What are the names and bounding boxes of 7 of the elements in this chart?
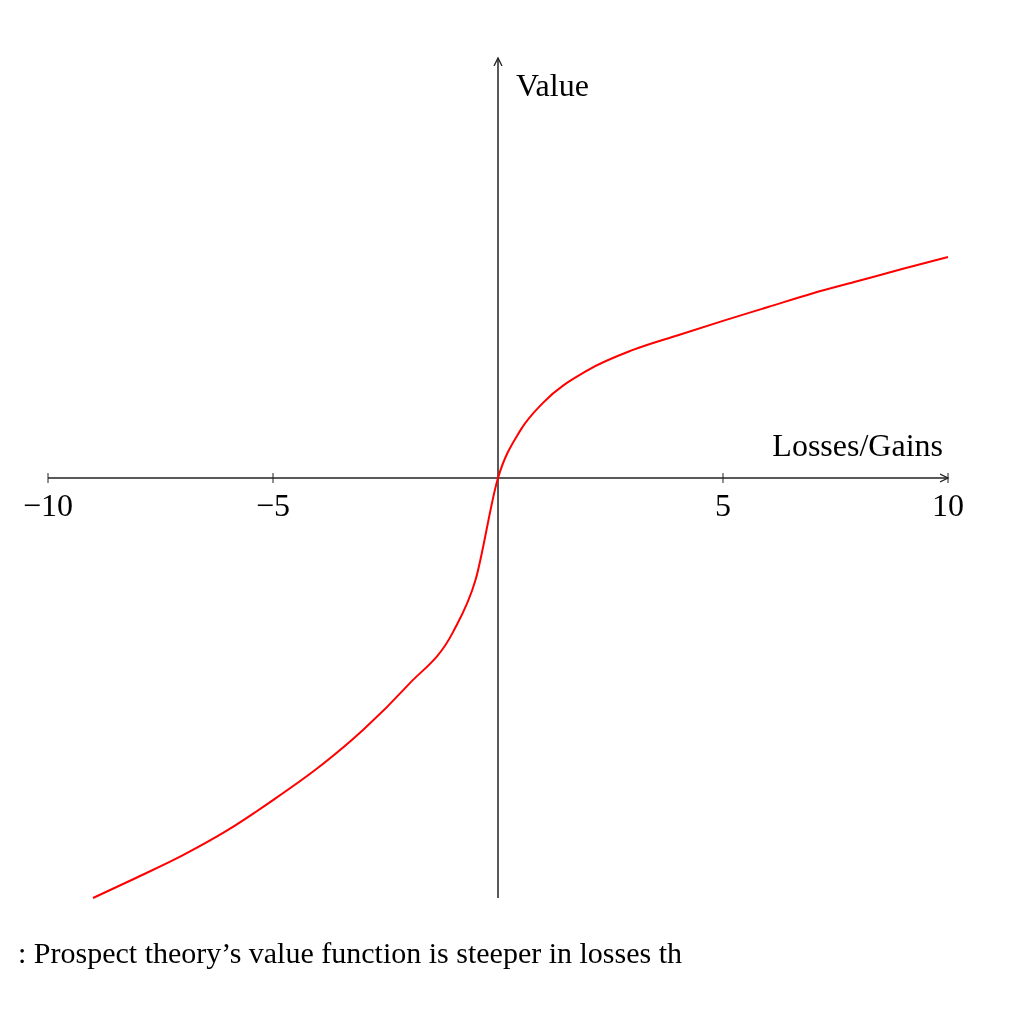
x-tick-label: 5 bbox=[715, 487, 731, 523]
x-axis-title: Losses/Gains bbox=[772, 427, 943, 463]
text: : Prospect theory’s value function is steeper in losses th bbox=[18, 936, 683, 969]
y-axis-title: Value bbox=[516, 67, 589, 103]
x-tick-label: −5 bbox=[255, 487, 291, 523]
x-tick-label: 10 bbox=[932, 487, 964, 523]
x-tick-label: −10 bbox=[22, 487, 74, 523]
